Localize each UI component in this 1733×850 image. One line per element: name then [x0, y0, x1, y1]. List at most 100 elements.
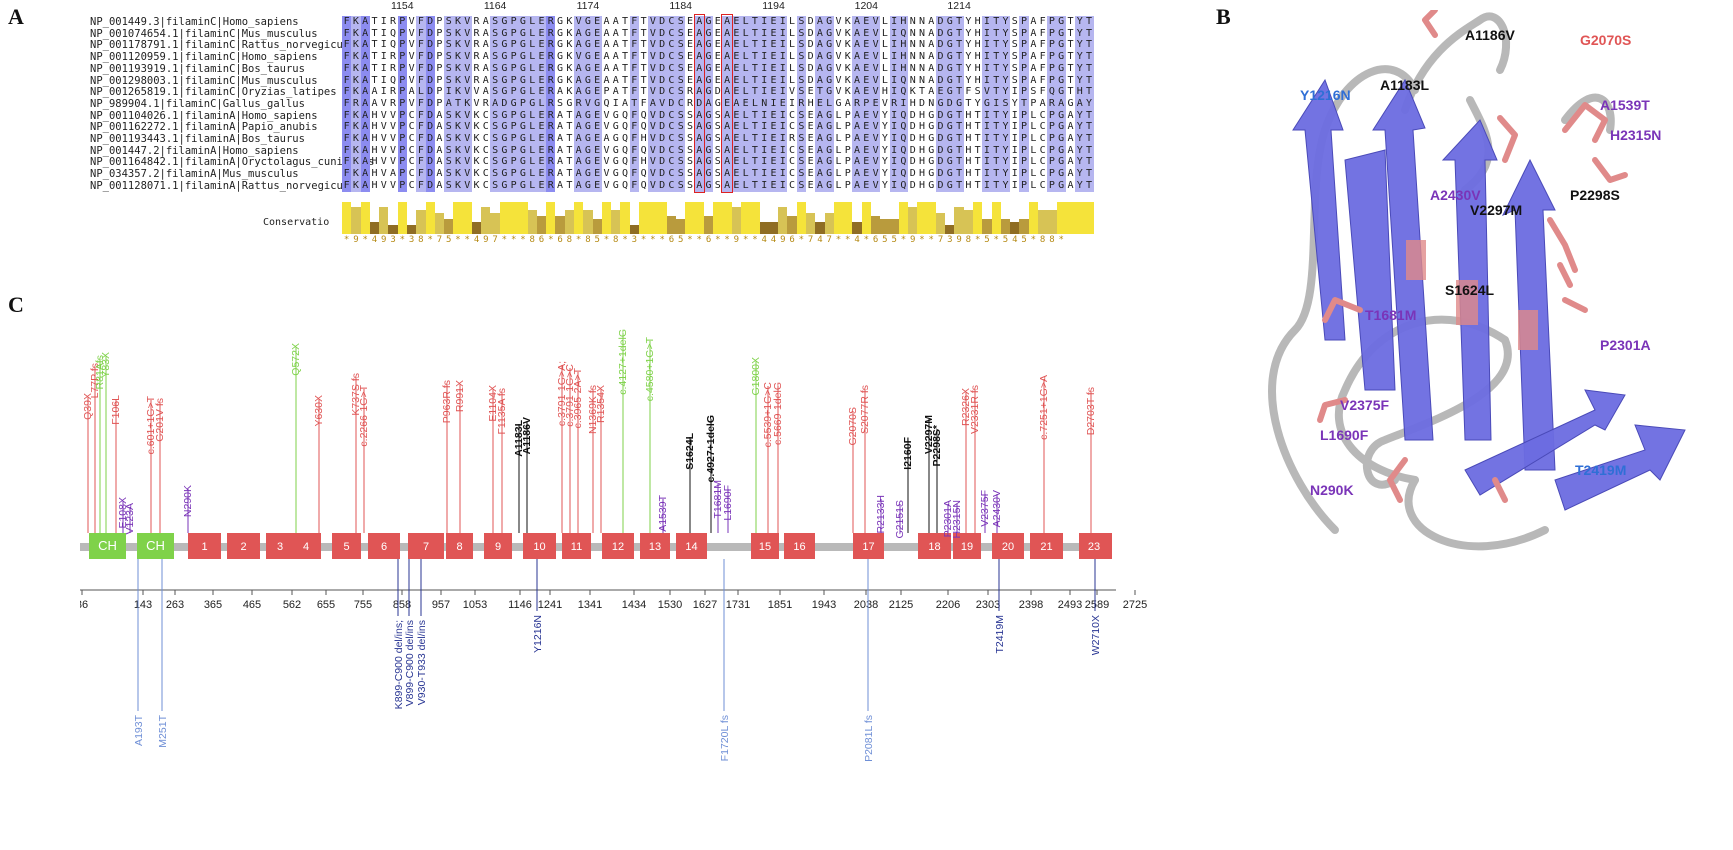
residue: E	[807, 168, 814, 180]
residue: K	[351, 16, 361, 28]
residue: G	[518, 156, 528, 169]
residue: E	[722, 97, 732, 110]
residue: E	[592, 39, 602, 52]
residue: S	[1011, 74, 1018, 86]
residue: F	[342, 27, 352, 40]
residue: K	[453, 74, 463, 87]
residue: C	[666, 121, 677, 134]
residue: T	[1084, 156, 1094, 169]
residue: E	[861, 156, 871, 169]
residue: G	[945, 168, 955, 181]
residue: E	[731, 39, 742, 52]
residue: P	[1047, 179, 1057, 192]
mutation-label: Y1216N	[532, 615, 544, 653]
axis-tick-label: 1341	[578, 599, 602, 611]
residue: T	[991, 16, 1001, 28]
residue: D	[425, 144, 435, 157]
residue: S	[796, 51, 806, 64]
residue: L	[1030, 168, 1037, 180]
residue: G	[824, 109, 834, 122]
residue: S	[714, 168, 721, 180]
axis-tick-label: 755	[354, 599, 372, 611]
residue: C	[666, 51, 677, 64]
residue: R	[546, 109, 556, 122]
residue: S	[444, 156, 454, 169]
conservation-digit: 6	[668, 234, 675, 245]
residue: S	[796, 168, 806, 181]
residue: G	[499, 144, 510, 157]
residue: E	[536, 144, 547, 157]
conservation-bar	[880, 218, 890, 234]
mutation-label: c.5539+1G>C	[762, 382, 774, 448]
residue: G	[703, 144, 714, 157]
residue: S	[676, 86, 686, 99]
residue: F	[629, 144, 639, 157]
residue: E	[731, 121, 742, 134]
residue: P	[1047, 62, 1057, 75]
residue: R	[546, 51, 556, 64]
residue: A	[928, 74, 935, 86]
residue: N	[909, 62, 916, 74]
residue: S	[676, 109, 686, 122]
conservation-digit: *	[622, 234, 628, 245]
residue: G	[824, 51, 834, 64]
residue: H	[974, 39, 981, 51]
residue: V	[870, 133, 881, 145]
residue: A	[815, 74, 825, 87]
residue: A	[1030, 51, 1037, 63]
mutation-label: V2297M	[923, 415, 935, 454]
residue: K	[473, 121, 480, 133]
conservation-digit: *	[427, 234, 433, 245]
residue: I	[759, 109, 769, 122]
residue: Y	[1000, 86, 1011, 99]
residue: V	[603, 168, 610, 180]
residue: S	[676, 39, 686, 52]
beta-strand	[1554, 424, 1686, 511]
residue: V	[870, 74, 881, 87]
residue: P	[1019, 74, 1029, 87]
residue: A	[694, 27, 704, 40]
residue: S	[490, 133, 500, 145]
residue: L	[741, 51, 751, 64]
residue: S	[490, 156, 500, 169]
residue: A	[928, 16, 935, 27]
residue: A	[1030, 74, 1037, 86]
residue: V	[648, 39, 658, 52]
residue: V	[648, 179, 658, 192]
residue: E	[592, 156, 602, 169]
residue: T	[750, 86, 760, 99]
highlight-box	[693, 14, 705, 193]
residue: V	[648, 62, 658, 75]
structure-mutation-label: H2315N	[1610, 127, 1661, 143]
conservation-bar	[369, 221, 380, 234]
residue: G	[612, 156, 619, 168]
residue: T	[974, 156, 981, 168]
mutation-label: Q39X	[82, 393, 94, 420]
residue: S	[1011, 62, 1018, 74]
beta-strand	[1372, 78, 1434, 441]
residue: E	[686, 74, 693, 86]
residue: P	[1047, 168, 1057, 181]
conservation-bar	[1000, 218, 1011, 234]
highlight-box	[721, 14, 733, 193]
residue: S	[676, 179, 686, 192]
residue: A	[574, 109, 584, 122]
residue: T	[974, 144, 981, 156]
residue: E	[536, 109, 547, 122]
residue: E	[861, 168, 871, 181]
residue: K	[566, 16, 573, 27]
residue: H	[1075, 86, 1085, 99]
residue: G	[824, 121, 834, 134]
residue: D	[909, 179, 916, 191]
residue: I	[982, 74, 992, 87]
residue: E	[815, 97, 825, 110]
conservation-bar	[750, 201, 760, 234]
residue: T	[1084, 39, 1094, 52]
residue: S	[557, 97, 564, 109]
residue: C	[482, 121, 489, 133]
repeat-domain	[992, 533, 1024, 559]
residue: K	[453, 156, 463, 169]
mutated-segment	[1518, 310, 1538, 350]
mutation-label: T2419M	[994, 615, 1006, 654]
residue: S	[676, 51, 686, 64]
